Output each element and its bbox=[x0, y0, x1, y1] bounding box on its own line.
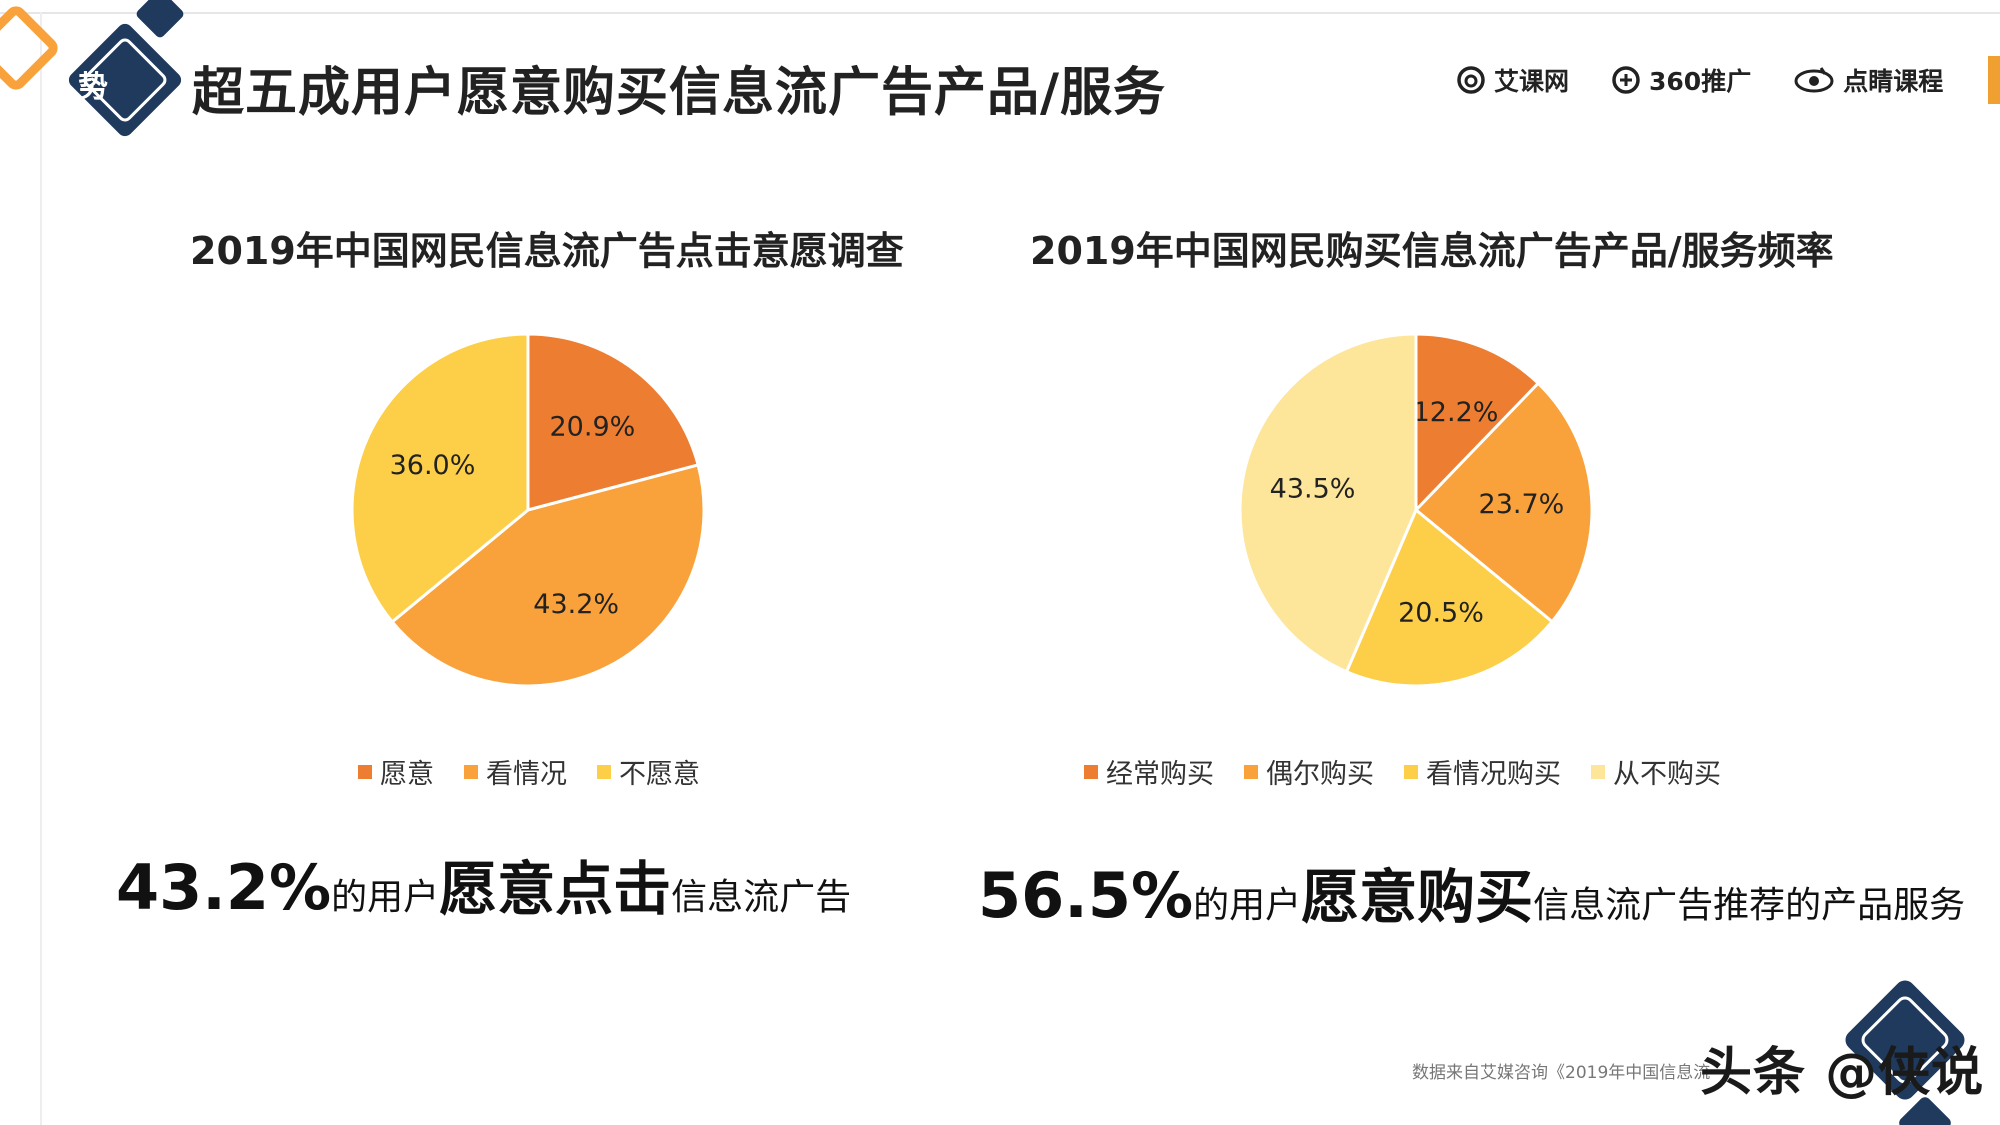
page-title: 超五成用户愿意购买信息流广告产品/服务 bbox=[192, 63, 1166, 123]
logo-aikewang: 艾课网 bbox=[1456, 62, 1569, 98]
chart-2-title: 2019年中国网民购买信息流广告产品/服务频率 bbox=[1030, 229, 1834, 273]
chart-1-title: 2019年中国网民信息流广告点击意愿调查 bbox=[190, 229, 904, 273]
chart-1-legend-item-1: 看情况 bbox=[464, 752, 567, 791]
summary-2-highlight: 愿意购买 bbox=[1301, 863, 1534, 931]
orange-diamond-shape bbox=[0, 6, 58, 90]
chart-1-legend-swatch-1 bbox=[464, 764, 478, 779]
chart-2-legend-item-3: 从不购买 bbox=[1591, 752, 1721, 791]
chart-2-slice-0 bbox=[1414, 332, 1541, 514]
left-divider bbox=[40, 12, 42, 1125]
watermark: 头条 @侠说 bbox=[1700, 1043, 1985, 1103]
logo-dianjing: 点睛课程 bbox=[1793, 62, 1943, 98]
chart-2-legend-swatch-2 bbox=[1404, 764, 1418, 779]
bottom-right-decoration bbox=[1845, 980, 1965, 1125]
chart-1-legend-label-0: 愿意 bbox=[380, 759, 434, 790]
chart-1-legend-label-1: 看情况 bbox=[486, 759, 567, 790]
navy-diamond-bottom-inner-shape bbox=[1861, 996, 1949, 1084]
chart-2-legend-swatch-0 bbox=[1084, 764, 1098, 779]
chart-2-legend-label-2: 看情况购买 bbox=[1426, 759, 1561, 790]
navy-diamond-bottom-shape bbox=[1845, 980, 1965, 1100]
chart-1-legend-item-0: 愿意 bbox=[358, 752, 434, 791]
chart-2-slice-label-0: 12.2% bbox=[1413, 397, 1499, 428]
chart-2-legend: 经常购买 偶尔购买 看情况购买 从不购买 bbox=[1084, 752, 1721, 791]
chart-1-slice-1 bbox=[390, 463, 706, 688]
navy-diamond-small-shape bbox=[136, 0, 184, 38]
summary-2: 56.5%的用户愿意购买信息流广告推荐的产品服务 bbox=[978, 850, 1965, 934]
summary-1-percent: 43.2% bbox=[116, 851, 332, 924]
logo-360: 360推广 bbox=[1611, 62, 1751, 98]
chart-2-legend-item-0: 经常购买 bbox=[1084, 752, 1214, 791]
chart-2-legend-label-3: 从不购买 bbox=[1613, 759, 1721, 790]
chart-1-slice-label-2: 36.0% bbox=[390, 450, 476, 481]
logo-dianjing-text: 点睛课程 bbox=[1843, 67, 1944, 96]
chart-1-slice-label-1: 43.2% bbox=[533, 589, 619, 620]
360-logo-icon bbox=[1612, 66, 1640, 94]
chart-2-legend-item-1: 偶尔购买 bbox=[1244, 752, 1374, 791]
chart-2-slice-label-3: 43.5% bbox=[1270, 474, 1356, 505]
chart-1-slice-2 bbox=[350, 332, 530, 624]
summary-1: 43.2%的用户愿意点击信息流广告 bbox=[116, 842, 851, 926]
chart-1-slice-label-0: 20.9% bbox=[550, 411, 636, 442]
chart-2-legend-item-2: 看情况购买 bbox=[1404, 752, 1561, 791]
right-edge-tab bbox=[1988, 56, 2000, 104]
chart-2-slice-label-1: 23.7% bbox=[1479, 489, 1565, 520]
navy-diamond-large-shape bbox=[68, 23, 182, 137]
top-divider bbox=[0, 12, 2000, 14]
logo-aikewang-text: 艾课网 bbox=[1494, 67, 1570, 96]
chart-2-slice-1 bbox=[1413, 381, 1594, 624]
chart-1-pie: 20.9% 43.2% 36.0% bbox=[350, 332, 706, 688]
summary-1-text-a: 的用户 bbox=[331, 877, 440, 918]
summary-2-text-b: 信息流广告推荐的产品服务 bbox=[1533, 885, 1966, 926]
chart-2-slice-label-2: 20.5% bbox=[1398, 598, 1484, 629]
chart-1-legend-swatch-0 bbox=[358, 764, 372, 779]
summary-1-highlight: 愿意点击 bbox=[439, 855, 672, 923]
chart-1-legend-label-2: 不愿意 bbox=[619, 759, 700, 790]
chart-2-pie: 12.2% 23.7% 20.5% 43.5% bbox=[1238, 332, 1594, 688]
chart-1-legend-swatch-2 bbox=[597, 764, 611, 779]
aikewang-logo-icon bbox=[1457, 66, 1485, 94]
summary-2-percent: 56.5% bbox=[978, 859, 1194, 932]
navy-diamond-inner-shape bbox=[83, 38, 167, 122]
summary-1-text-b: 信息流广告 bbox=[671, 877, 852, 918]
chart-2-slice-3 bbox=[1238, 332, 1418, 674]
chart-1-slice-0 bbox=[526, 332, 700, 512]
navy-diamond-bottom-small-shape bbox=[1899, 1097, 1951, 1125]
source-note: 数据来自艾媒咨询《2019年中国信息流 bbox=[1412, 1063, 1711, 1083]
corner-decoration bbox=[0, 0, 184, 137]
chart-2-legend-swatch-1 bbox=[1244, 764, 1258, 779]
chart-2-legend-label-1: 偶尔购买 bbox=[1266, 759, 1374, 790]
chart-1-legend: 愿意 看情况 不愿意 bbox=[358, 752, 700, 791]
title-badge-char: 势 bbox=[78, 70, 108, 105]
dianjing-logo-icon bbox=[1794, 67, 1834, 93]
summary-2-text-a: 的用户 bbox=[1193, 885, 1302, 926]
chart-2-legend-label-0: 经常购买 bbox=[1106, 759, 1214, 790]
chart-1-legend-item-2: 不愿意 bbox=[597, 752, 700, 791]
logo-360-text: 360推广 bbox=[1649, 67, 1752, 96]
chart-2-legend-swatch-3 bbox=[1591, 764, 1605, 779]
partner-logos: 艾课网 360推广 点睛课程 bbox=[1456, 62, 1943, 98]
